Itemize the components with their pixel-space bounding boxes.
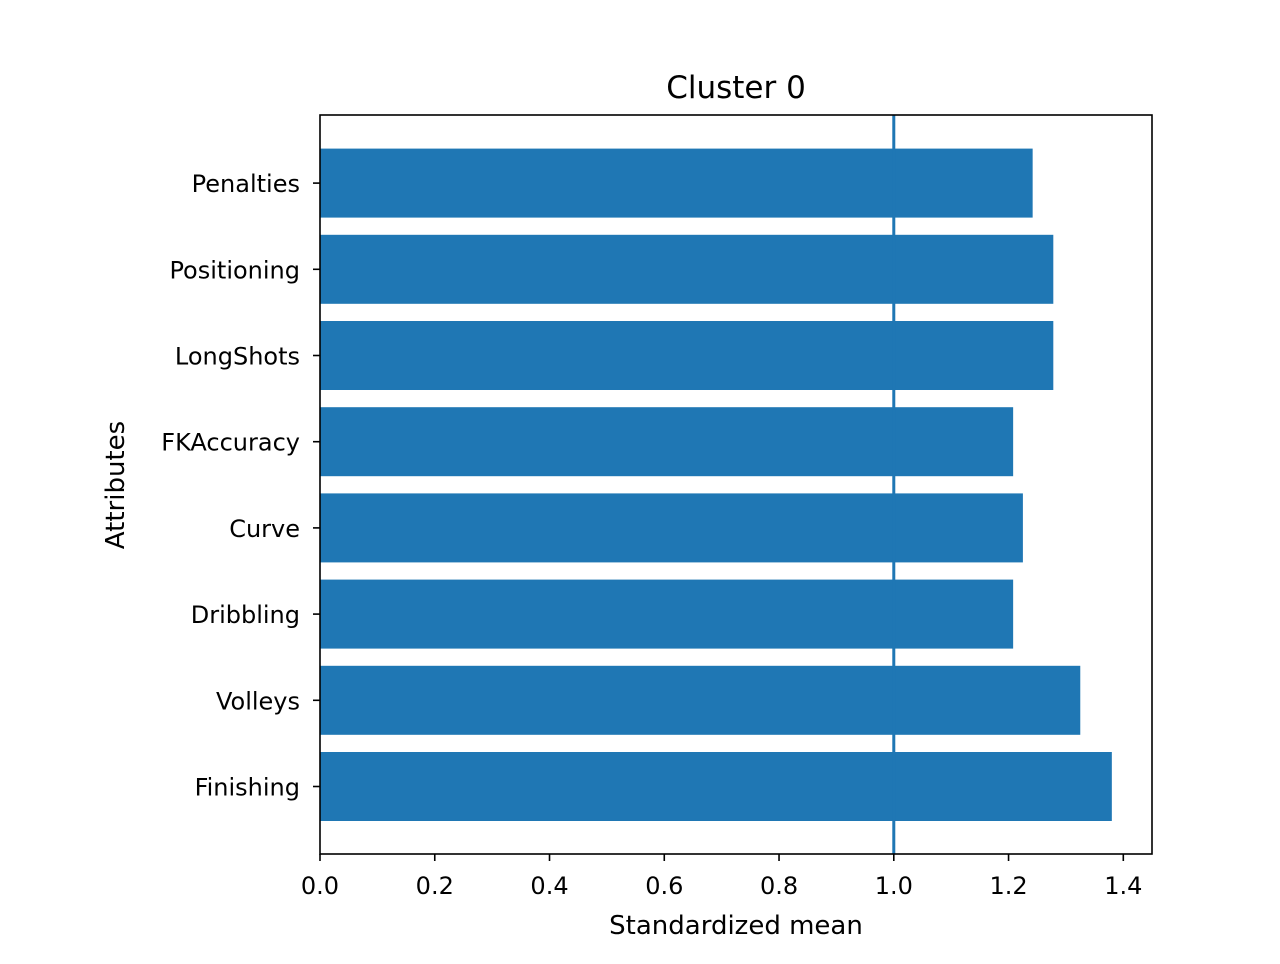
bar-volleys <box>320 665 1081 735</box>
y-tick-label: Curve <box>229 515 300 543</box>
bar-positioning <box>320 234 1054 304</box>
y-tick-label: LongShots <box>175 343 300 371</box>
x-tick-label: 0.0 <box>301 872 339 900</box>
y-tick-label: Penalties <box>192 170 300 198</box>
plot-frame <box>319 114 1153 855</box>
y-tick-label: FKAccuracy <box>161 429 300 457</box>
x-tick-label: 1.2 <box>989 872 1027 900</box>
bar-penalties <box>320 148 1033 218</box>
y-tick-label: Finishing <box>195 774 300 802</box>
x-tick-label: 0.4 <box>530 872 568 900</box>
x-ticks: 0.0 0.2 0.4 0.6 0.8 1.0 1.2 1.4 <box>301 854 1142 900</box>
x-tick-label: 1.4 <box>1104 872 1142 900</box>
bar-fkaccuracy <box>320 407 1014 477</box>
x-tick-label: 1.0 <box>875 872 913 900</box>
bar-finishing <box>320 752 1112 821</box>
x-tick-label: 0.6 <box>645 872 683 900</box>
bars-layer <box>320 148 1112 821</box>
chart-title: Cluster 0 <box>666 70 806 106</box>
bar-dribbling <box>320 579 1014 649</box>
x-tick-label: 0.2 <box>416 872 454 900</box>
y-tick-label: Dribbling <box>191 601 300 629</box>
y-tick-label: Volleys <box>216 687 300 715</box>
x-axis-label: Standardized mean <box>609 911 863 941</box>
bar-curve <box>320 493 1023 563</box>
x-tick-label: 0.8 <box>760 872 798 900</box>
bar-longshots <box>320 321 1054 390</box>
y-ticks: Finishing Volleys Dribbling Curve FKAccuracy… <box>161 170 320 802</box>
y-axis-label: Attributes <box>101 421 131 549</box>
y-tick-label: Positioning <box>169 256 300 284</box>
